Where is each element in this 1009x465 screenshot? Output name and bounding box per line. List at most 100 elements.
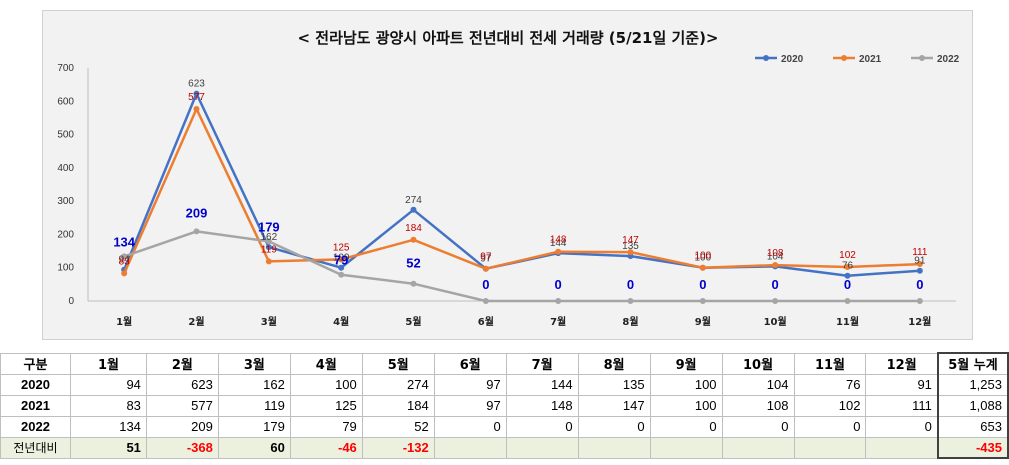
month-header: 4월 xyxy=(289,352,363,375)
data-label-2021: 97 xyxy=(480,252,492,263)
table-cell: 102 xyxy=(793,394,867,417)
diff-cell xyxy=(865,436,939,459)
table-cell: 97 xyxy=(433,373,507,396)
x-tick-label: 7월 xyxy=(550,316,566,328)
point-2020 xyxy=(916,267,923,274)
point-2022 xyxy=(699,298,706,304)
table-cell: 0 xyxy=(433,415,507,438)
data-label-2021: 125 xyxy=(333,242,350,253)
data-label-2020: 100 xyxy=(333,253,350,264)
data-label-2021: 577 xyxy=(188,92,205,103)
y-tick-label: 300 xyxy=(57,196,74,207)
diff-total-cell: -435 xyxy=(936,436,1009,459)
data-label-2021: 119 xyxy=(261,244,277,255)
point-2021 xyxy=(916,261,923,268)
x-tick-label: 6월 xyxy=(478,316,494,328)
x-tick-label: 2월 xyxy=(188,316,204,328)
point-2021 xyxy=(844,264,851,271)
table-cell: 274 xyxy=(361,373,435,396)
diff-cell xyxy=(505,436,579,459)
month-header: 12월 xyxy=(865,352,939,375)
point-2022 xyxy=(265,238,272,245)
chart-area: < 전라남도 광양시 아파트 전년대비 전세 거래량 (5/21일 기준)> 0… xyxy=(42,10,973,340)
data-label-2022: 0 xyxy=(555,277,562,292)
x-tick-label: 8월 xyxy=(622,316,638,328)
y-tick-label: 100 xyxy=(57,263,74,274)
point-2022 xyxy=(338,271,345,278)
point-2020 xyxy=(265,244,272,251)
data-label-2021: 147 xyxy=(622,235,639,246)
table-cell: 83 xyxy=(69,394,147,417)
x-tick-label: 9월 xyxy=(695,316,711,328)
table-cell: 162 xyxy=(217,373,291,396)
data-label-2022: 0 xyxy=(772,277,779,292)
y-tick-label: 200 xyxy=(57,229,74,240)
chart-title: < 전라남도 광양시 아파트 전년대비 전세 거래량 (5/21일 기준)> xyxy=(297,29,718,47)
table-header-row: 구분 1월 2월 3월 4월 5월 6월 7월 8월 9월 10월 11월 12월 5월 누계 xyxy=(0,352,1009,375)
data-label-2020: 623 xyxy=(188,79,205,90)
month-header: 2월 xyxy=(145,352,219,375)
data-label-2020: 91 xyxy=(914,256,926,267)
total-cell: 1,088 xyxy=(936,394,1009,417)
y-tick-label: 400 xyxy=(57,163,74,174)
point-2021 xyxy=(699,264,706,271)
total-header: 5월 누계 xyxy=(936,352,1009,375)
diff-cell xyxy=(577,436,651,459)
point-2021 xyxy=(555,248,562,255)
x-tick-label: 3월 xyxy=(261,316,277,328)
legend-label-2022: 2022 xyxy=(937,54,960,65)
legend-marker-2022 xyxy=(919,55,925,61)
month-header: 11월 xyxy=(793,352,867,375)
data-label-2021: 100 xyxy=(694,251,711,262)
series-line-2021 xyxy=(123,107,920,274)
point-2022 xyxy=(410,280,417,287)
x-tick-label: 10월 xyxy=(764,316,787,328)
table-cell: 119 xyxy=(217,394,291,417)
table-row: 2022 134 209 179 79 52 0 0 0 0 0 0 0 653 xyxy=(0,415,1009,438)
table-cell: 0 xyxy=(721,415,795,438)
point-2021 xyxy=(338,256,345,263)
data-label-2022: 209 xyxy=(186,205,208,220)
point-2021 xyxy=(627,249,634,256)
table-corner-header: 구분 xyxy=(0,352,71,375)
table-cell: 0 xyxy=(793,415,867,438)
row-label: 2022 xyxy=(0,415,71,438)
total-cell: 1,253 xyxy=(936,373,1009,396)
table-cell: 577 xyxy=(145,394,219,417)
table-cell: 100 xyxy=(649,373,723,396)
table-cell: 0 xyxy=(865,415,939,438)
point-2022 xyxy=(482,298,489,304)
data-label-2022: 0 xyxy=(627,277,634,292)
row-label: 전년대비 xyxy=(0,436,71,459)
table-cell: 0 xyxy=(649,415,723,438)
table-cell: 76 xyxy=(793,373,867,396)
data-label-2022: 52 xyxy=(406,256,420,271)
month-header: 10월 xyxy=(721,352,795,375)
table-cell: 209 xyxy=(145,415,219,438)
x-tick-label: 5월 xyxy=(405,316,421,328)
diff-cell xyxy=(793,436,867,459)
x-tick-label: 11월 xyxy=(836,316,859,328)
point-2021 xyxy=(410,236,417,243)
diff-cell xyxy=(433,436,507,459)
table-cell: 125 xyxy=(289,394,363,417)
point-2022 xyxy=(121,253,128,260)
table-cell: 144 xyxy=(505,373,579,396)
point-2022 xyxy=(844,298,851,304)
point-2020 xyxy=(338,264,345,271)
data-label-2022: 0 xyxy=(482,277,489,292)
y-tick-label: 700 xyxy=(57,63,74,74)
data-label-2022: 134 xyxy=(113,234,135,249)
table-cell: 134 xyxy=(69,415,147,438)
data-label-2022: 0 xyxy=(699,277,706,292)
table-cell: 100 xyxy=(289,373,363,396)
month-header: 5월 xyxy=(361,352,435,375)
table-cell: 79 xyxy=(289,415,363,438)
series-line-2020 xyxy=(123,92,920,277)
data-label-2022: 79 xyxy=(334,253,348,268)
line-chart: < 전라남도 광양시 아파트 전년대비 전세 거래량 (5/21일 기준)> 0… xyxy=(57,29,960,328)
row-label: 2020 xyxy=(0,373,71,396)
month-header: 8월 xyxy=(577,352,651,375)
data-label-2020: 135 xyxy=(622,241,639,252)
table-row: 2021 83 577 119 125 184 97 148 147 100 108 102 111 1,… xyxy=(0,394,1009,417)
